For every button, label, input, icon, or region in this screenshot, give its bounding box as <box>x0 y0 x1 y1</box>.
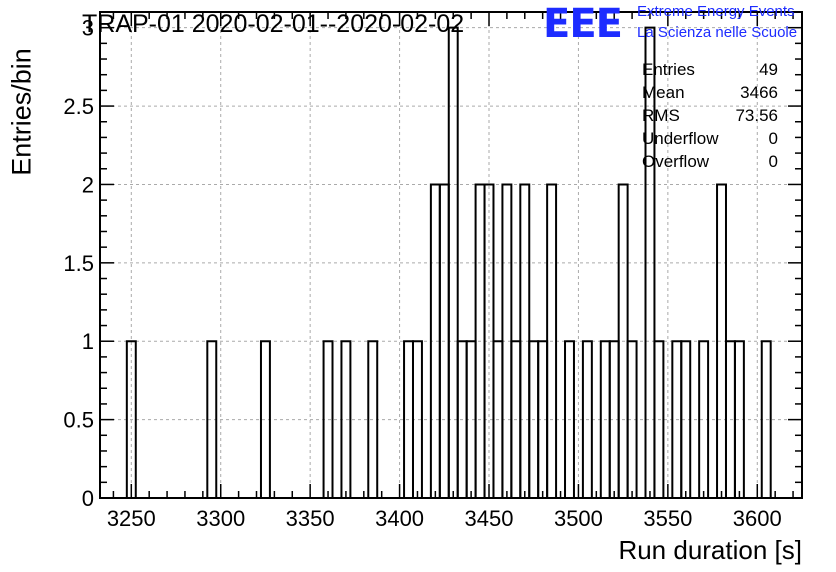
stat-label: RMS <box>642 106 680 125</box>
x-tick-label: 3550 <box>643 506 692 531</box>
histogram-bin <box>680 340 692 498</box>
x-tick-label: 3600 <box>733 506 782 531</box>
histogram-bin <box>322 340 334 498</box>
stat-label: Underflow <box>642 129 719 148</box>
logo-line-1: Extreme Energy Events <box>637 3 795 20</box>
x-tick-label: 3250 <box>107 506 156 531</box>
stat-label: Overflow <box>642 152 710 171</box>
y-tick-label: 0.5 <box>63 408 94 433</box>
histogram-bin <box>644 26 656 498</box>
histogram-bin <box>564 340 575 498</box>
histogram-bin <box>259 340 271 498</box>
y-tick-label: 0 <box>82 486 94 511</box>
histogram-bin <box>367 340 379 498</box>
histogram-bin <box>447 26 459 498</box>
x-tick-label: 3500 <box>554 506 603 531</box>
y-tick-label: 1 <box>82 329 94 354</box>
stat-label: Mean <box>642 83 685 102</box>
x-axis-label: Run duration [s] <box>618 535 802 565</box>
x-tick-label: 3300 <box>196 506 245 531</box>
histogram-bin <box>733 340 745 498</box>
y-axis-label: Entries/bin <box>6 48 37 176</box>
plot-frame <box>99 11 803 499</box>
histogram-bin <box>546 183 558 498</box>
x-tick-label: 3350 <box>286 506 335 531</box>
x-tick-label: 3450 <box>465 506 514 531</box>
y-tick-label: 2.5 <box>63 94 94 119</box>
stat-value: 0 <box>768 152 778 171</box>
logo-line-2: La Scienza nelle Scuole <box>637 24 798 41</box>
histogram-bin <box>125 340 137 498</box>
stat-value: 73.56 <box>735 106 778 125</box>
y-tick-label: 1.5 <box>63 251 94 276</box>
stat-label: Entries <box>642 60 695 79</box>
eee-logo: EEE <box>543 1 623 47</box>
chart-title: TRAP-01 2020-02-01--2020-02-02 <box>82 10 465 38</box>
histogram-bin <box>411 340 423 498</box>
histogram-bin <box>340 340 352 498</box>
histogram-bin <box>698 340 710 498</box>
histogram-bin <box>653 340 665 498</box>
x-tick-label: 3400 <box>375 506 424 531</box>
histogram-bin <box>581 340 593 498</box>
stat-value: 3466 <box>740 83 778 102</box>
histogram-bin <box>760 340 772 498</box>
y-tick-label: 3 <box>82 16 94 41</box>
histogram-bin <box>626 340 638 498</box>
stat-value: 49 <box>759 60 778 79</box>
histogram-bin <box>206 340 218 498</box>
y-tick-label: 2 <box>82 172 94 197</box>
stat-value: 0 <box>768 129 778 148</box>
